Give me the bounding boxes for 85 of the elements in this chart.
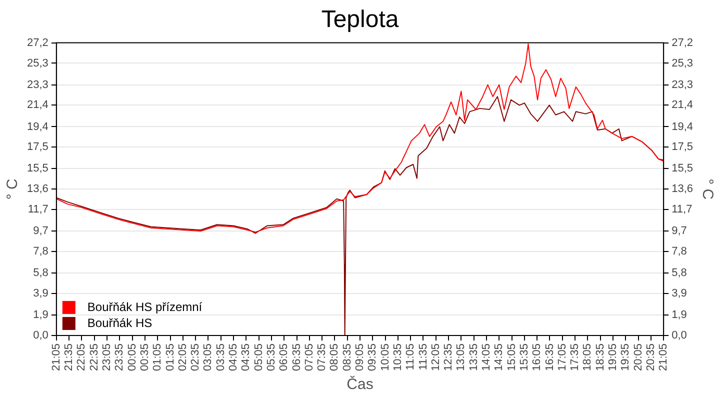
x-tick-label: 04:35 xyxy=(240,343,252,372)
y2-tick-label: 7,8 xyxy=(672,246,687,258)
y2-tick-label: 5,8 xyxy=(672,267,687,280)
x-tick-label: 04:05 xyxy=(228,343,240,372)
x-tick-label: 09:05 xyxy=(354,343,366,372)
x-tick-label: 20:05 xyxy=(632,343,644,372)
legend-label: Bouřňák HS přízemní xyxy=(87,300,203,314)
y2-tick-label: 3,9 xyxy=(672,288,687,300)
x-tick-label: 00:05 xyxy=(126,343,138,372)
x-tick-label: 17:05 xyxy=(556,343,568,372)
legend-label: Bouřňák HS xyxy=(87,316,152,330)
x-tick-label: 08:05 xyxy=(328,343,341,372)
x-tick-label: 06:05 xyxy=(278,343,290,372)
x-tick-label: 19:05 xyxy=(607,343,620,372)
y2-tick-label: 25,3 xyxy=(672,57,694,70)
y-axis-title: ° C xyxy=(4,178,22,200)
x-tick-label: 21:05 xyxy=(50,343,62,372)
y2-tick-label: 23,3 xyxy=(672,78,694,91)
x-tick-label: 07:35 xyxy=(316,343,328,372)
x-tick-label: 11:35 xyxy=(417,343,430,370)
x-tick-label: 06:35 xyxy=(290,343,303,372)
x-tick-label: 22:35 xyxy=(88,343,100,372)
y2-tick-label: 21,4 xyxy=(672,99,694,112)
y-tick-label: 15,5 xyxy=(26,162,48,175)
x-tick-label: 05:35 xyxy=(265,343,278,372)
x-tick-label: 09:35 xyxy=(366,343,379,372)
y-tick-label: 17,5 xyxy=(26,141,48,154)
y-tick-label: 23,3 xyxy=(26,78,48,91)
x-tick-label: 20:35 xyxy=(644,343,657,372)
x-tick-label: 17:35 xyxy=(569,343,582,372)
y2-tick-label: 13,6 xyxy=(672,183,694,196)
y-tick-label: 27,2 xyxy=(26,36,48,49)
x-tick-label: 08:35 xyxy=(341,343,354,372)
y2-tick-label: 27,2 xyxy=(672,36,694,49)
y2-tick-label: 15,5 xyxy=(672,162,694,175)
x-tick-label: 02:35 xyxy=(190,343,202,372)
x-tick-label: 12:05 xyxy=(430,343,442,372)
x-tick-label: 21:35 xyxy=(63,343,76,372)
x-tick-label: 05:05 xyxy=(252,343,265,372)
y-tick-label: 1,9 xyxy=(33,309,48,322)
chart-title: Teplota xyxy=(321,6,400,34)
x-tick-label: 16:35 xyxy=(544,343,556,372)
x-tick-label: 14:35 xyxy=(493,343,506,372)
x-tick-label: 12:35 xyxy=(442,343,455,372)
x-tick-label: 01:05 xyxy=(152,343,164,372)
y-tick-label: 25,3 xyxy=(26,57,48,70)
x-tick-label: 03:35 xyxy=(214,343,227,372)
x-tick-label: 23:05 xyxy=(101,343,114,372)
x-tick-label: 10:35 xyxy=(392,343,404,372)
x-tick-label: 23:35 xyxy=(114,343,126,372)
y-tick-label: 13,6 xyxy=(26,183,48,196)
y-tick-label: 19,4 xyxy=(26,120,48,133)
y2-tick-label: 0,0 xyxy=(672,330,687,342)
y-tick-label: 21,4 xyxy=(26,99,48,112)
x-tick-label: 03:05 xyxy=(202,343,214,372)
y2-axis-title: ° C xyxy=(698,178,716,200)
x-tick-label: 21:05 xyxy=(658,343,670,372)
x-tick-label: 16:05 xyxy=(531,343,544,372)
x-tick-label: 18:05 xyxy=(582,343,594,372)
x-tick-label: 19:35 xyxy=(620,343,632,372)
y-tick-label: 9,7 xyxy=(33,225,48,238)
x-tick-label: 11:05 xyxy=(404,343,417,370)
x-tick-label: 07:05 xyxy=(303,343,316,372)
x-tick-label: 15:35 xyxy=(518,343,530,372)
x-tick-label: 00:35 xyxy=(138,343,151,372)
x-tick-label: 18:35 xyxy=(594,343,606,372)
y2-tick-label: 19,4 xyxy=(672,120,694,133)
x-tick-label: 13:35 xyxy=(468,343,480,372)
y2-tick-label: 1,9 xyxy=(672,309,687,322)
x-tick-label: 02:05 xyxy=(176,343,189,372)
y-tick-label: 5,8 xyxy=(33,267,48,280)
y-tick-label: 11,7 xyxy=(28,204,48,216)
x-tick-label: 01:35 xyxy=(164,343,176,372)
y2-tick-label: 9,7 xyxy=(672,225,687,238)
y-tick-label: 0,0 xyxy=(33,330,48,342)
y-tick-label: 7,8 xyxy=(33,246,48,258)
y-tick-label: 3,9 xyxy=(33,288,48,300)
y2-tick-label: 17,5 xyxy=(672,141,694,154)
x-tick-label: 10:05 xyxy=(379,343,392,372)
y2-tick-label: 11,7 xyxy=(672,204,692,216)
x-axis-title: Čas xyxy=(346,375,374,394)
x-tick-label: 22:05 xyxy=(76,343,88,372)
x-tick-label: 13:05 xyxy=(455,343,468,372)
x-tick-label: 14:05 xyxy=(480,343,493,372)
x-tick-label: 15:05 xyxy=(506,343,518,372)
